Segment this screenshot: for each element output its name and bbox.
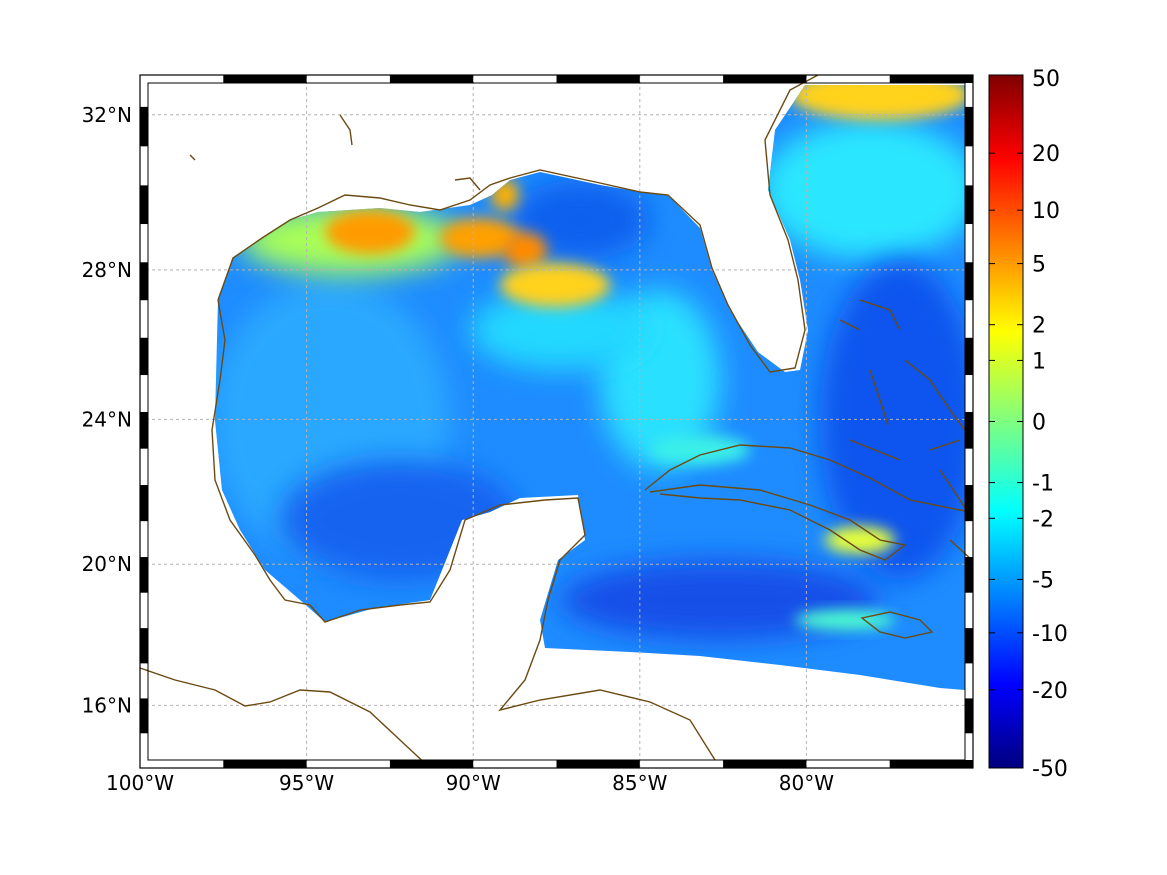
frame-segment <box>965 337 973 376</box>
coastlines <box>140 75 973 768</box>
colorbar-label: -5 <box>1032 568 1054 593</box>
longitude-labels: 100°W 95°W 90°W 85°W 80°W <box>106 771 834 795</box>
inner-frame <box>147 82 966 761</box>
ocean-field <box>215 85 965 690</box>
lat-tick-label: 24°N <box>82 407 132 431</box>
jamaica-coastline <box>860 611 934 639</box>
lon-tick-label: 80°W <box>779 771 834 795</box>
frame-segment <box>965 262 973 301</box>
colorbar-label: 1 <box>1032 349 1046 374</box>
frame-segment <box>140 628 148 664</box>
island-small <box>339 114 353 146</box>
frame-segment <box>965 485 973 522</box>
bahamas-coastline <box>839 299 966 461</box>
colorbar-label: 50 <box>1032 67 1060 92</box>
frame-segment <box>140 185 148 225</box>
frame-segment <box>389 75 474 83</box>
frame-segment <box>223 75 307 83</box>
frame-segment <box>889 75 973 83</box>
colorbar-label: -50 <box>1032 757 1068 782</box>
frame-segment <box>723 760 807 768</box>
cuba-coastline <box>644 444 973 561</box>
lon-tick-label: 85°W <box>612 771 667 795</box>
frame-segment <box>965 106 973 147</box>
frame-segment <box>140 411 148 449</box>
island-small <box>189 154 196 161</box>
colorbar-label: -20 <box>1032 679 1068 704</box>
frame-segment <box>140 557 148 593</box>
frame-segment <box>140 698 148 734</box>
lat-tick-label: 20°N <box>82 552 132 576</box>
gulf-coastline <box>140 667 431 768</box>
frame-segment <box>140 106 148 147</box>
west-gulf-coastline <box>211 299 716 761</box>
frame-segment <box>556 75 640 83</box>
island-small <box>454 177 481 191</box>
colorbar-label: 2 <box>1032 314 1046 339</box>
colorbar-label: 0 <box>1032 411 1046 436</box>
lat-tick-label: 16°N <box>82 693 132 717</box>
frame-segment <box>140 485 148 522</box>
colorbar-label: 5 <box>1032 253 1046 278</box>
lon-tick-label: 95°W <box>279 771 334 795</box>
frame-segment <box>965 411 973 449</box>
mexico-gulf-coastline <box>217 75 819 373</box>
lat-tick-label: 28°N <box>82 258 132 282</box>
frame-segment <box>140 337 148 376</box>
frame-segment <box>389 760 474 768</box>
colorbar-label: -1 <box>1032 472 1054 497</box>
lon-tick-label: 90°W <box>446 771 501 795</box>
graticule <box>140 75 973 768</box>
colorbar-label: 10 <box>1032 199 1060 224</box>
colorbar-label: -10 <box>1032 622 1068 647</box>
colorbar-label: -2 <box>1032 507 1054 532</box>
frame-segment <box>965 185 973 225</box>
latitude-labels: 32°N 28°N 24°N 20°N 16°N <box>82 103 132 718</box>
colorbar-label: 20 <box>1032 142 1060 167</box>
frame-segment <box>965 628 973 664</box>
lon-tick-label: 100°W <box>106 771 174 795</box>
frame-segment <box>965 557 973 593</box>
frame-segment <box>889 760 973 768</box>
frame-segment <box>965 698 973 734</box>
frame-segment <box>223 760 307 768</box>
frame-segment <box>556 760 640 768</box>
frame-segment <box>723 75 807 83</box>
lat-tick-label: 32°N <box>82 103 132 127</box>
frame-border <box>140 75 973 768</box>
frame-segment <box>140 262 148 301</box>
